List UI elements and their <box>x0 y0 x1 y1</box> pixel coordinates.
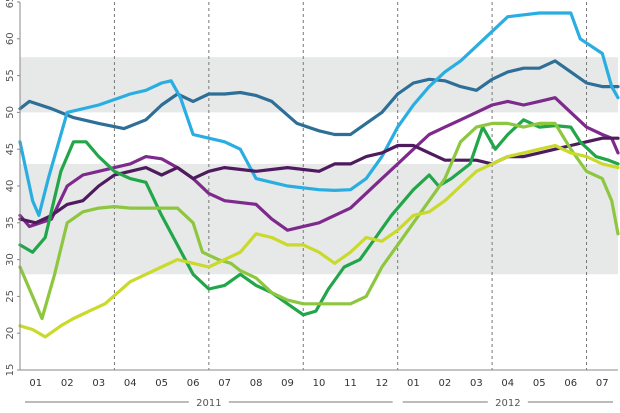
x-tick-label: 12 <box>376 378 389 389</box>
y-tick-label: 45 <box>5 143 16 156</box>
x-tick-label: 06 <box>187 378 200 389</box>
x-tick-label: 08 <box>250 378 263 389</box>
x-tick-label: 05 <box>533 378 546 389</box>
x-tick-label: 11 <box>344 378 357 389</box>
x-tick-label: 07 <box>596 378 609 389</box>
year-label: 2012 <box>495 398 520 409</box>
y-tick-label: 25 <box>5 290 16 303</box>
year-label: 2011 <box>196 398 221 409</box>
y-tick-label: 20 <box>5 327 16 340</box>
y-tick-label: 40 <box>5 180 16 193</box>
y-tick-label: 30 <box>5 253 16 266</box>
x-tick-label: 07 <box>218 378 231 389</box>
x-tick-label: 01 <box>29 378 42 389</box>
x-tick-label: 01 <box>407 378 420 389</box>
x-axis: 01 02 03 04 05 06 07 08 09 10 11 12 01 02 03 04 05 06 07 <box>20 370 618 389</box>
x-tick-label: 09 <box>281 378 294 389</box>
y-tick-label: 35 <box>5 216 16 229</box>
x-tick-label: 10 <box>313 378 326 389</box>
x-tick-label: 06 <box>564 378 577 389</box>
x-tick-label: 02 <box>61 378 74 389</box>
x-tick-label: 02 <box>439 378 452 389</box>
y-tick-label: 15 <box>5 364 16 377</box>
y-tick-label: 65 <box>5 0 16 8</box>
y-tick-label: 60 <box>5 32 16 45</box>
x-tick-label: 05 <box>155 378 168 389</box>
x-tick-label: 03 <box>470 378 483 389</box>
x-tick-label: 04 <box>501 378 514 389</box>
y-tick-label: 50 <box>5 106 16 119</box>
x-tick-label: 04 <box>124 378 137 389</box>
y-axis: 15 20 25 30 35 40 45 50 55 60 65 <box>5 0 20 376</box>
x-tick-label: 03 <box>92 378 105 389</box>
shaded-band-1 <box>20 164 618 274</box>
y-tick-label: 55 <box>5 69 16 82</box>
year-labels: 2011 2012 <box>25 398 613 409</box>
